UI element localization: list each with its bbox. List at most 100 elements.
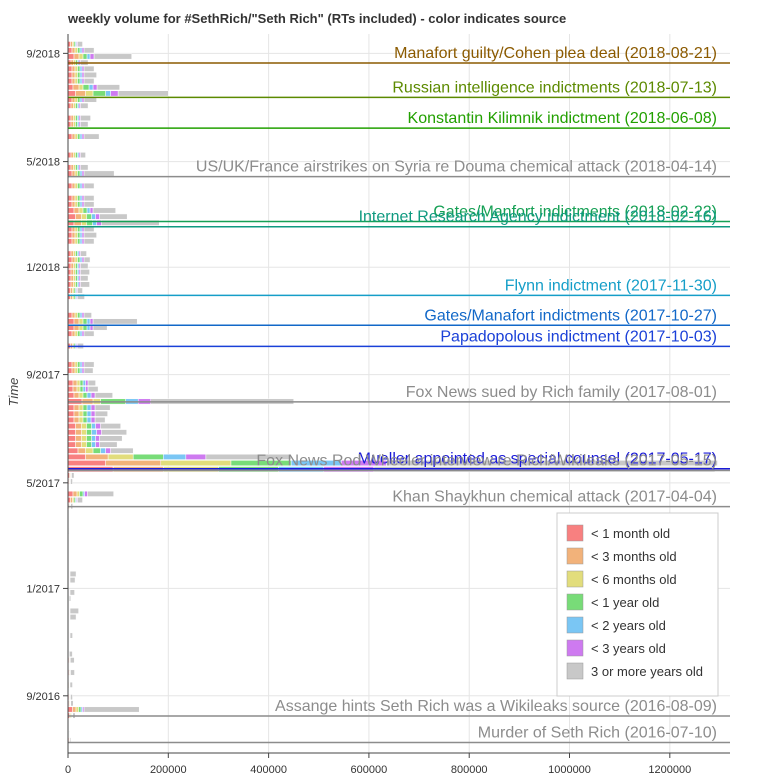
bar-segment bbox=[67, 133, 73, 140]
bar-segment bbox=[93, 53, 132, 60]
bar-segment bbox=[79, 232, 83, 239]
bar-segment bbox=[86, 429, 92, 436]
bar-segment bbox=[79, 201, 83, 208]
bar-segment bbox=[67, 312, 73, 319]
event-label: Papadopolous indictment (2017-10-03) bbox=[440, 328, 717, 345]
bar-segment bbox=[81, 47, 85, 54]
bar-segment bbox=[77, 195, 81, 202]
bar-segment bbox=[74, 361, 78, 368]
bar-segment bbox=[69, 681, 73, 688]
bar-segment bbox=[67, 195, 73, 202]
bar-segment bbox=[80, 121, 89, 128]
bar-segment bbox=[81, 441, 87, 448]
bar-segment bbox=[94, 404, 111, 411]
bar-segment bbox=[85, 386, 89, 393]
bar-segment bbox=[86, 423, 92, 430]
bar-segment bbox=[94, 410, 108, 417]
bar-segment bbox=[79, 361, 83, 368]
bar-segment bbox=[90, 392, 96, 399]
event-label: Internet Research Agency indictment (201… bbox=[359, 209, 717, 226]
bar-segment bbox=[77, 41, 83, 48]
x-axis-ticks: 0 200000 400000 600000 800000 1000000 1200000 bbox=[65, 753, 691, 776]
bar-segment bbox=[69, 589, 75, 596]
bar-segment bbox=[99, 213, 128, 220]
bar-segment bbox=[86, 410, 92, 417]
bar-segment bbox=[77, 312, 81, 319]
bar-segment bbox=[386, 460, 718, 466]
bar-segment bbox=[73, 53, 80, 60]
bar-segment bbox=[80, 115, 91, 122]
legend-label: < 3 months old bbox=[591, 549, 677, 564]
bar-segment bbox=[81, 65, 85, 72]
bar-segment bbox=[81, 429, 87, 436]
bar-segment bbox=[74, 312, 78, 319]
bar-segment bbox=[71, 330, 76, 337]
event-label: US/UK/France airstrikes on Syria re Doum… bbox=[196, 159, 717, 176]
bar-segment bbox=[67, 78, 73, 85]
bar-segment bbox=[81, 238, 85, 245]
bar-segment bbox=[74, 256, 78, 263]
bar-segment bbox=[73, 392, 80, 399]
bar-segment bbox=[75, 263, 78, 269]
bar-segment bbox=[67, 441, 76, 448]
bar-segment bbox=[73, 281, 76, 288]
bar-segment bbox=[78, 84, 84, 91]
bar-segment bbox=[73, 417, 80, 423]
bar-segment bbox=[90, 410, 96, 417]
bar-segment bbox=[67, 453, 86, 460]
legend-label: < 1 year old bbox=[591, 595, 659, 610]
bar-segment bbox=[99, 435, 123, 442]
bar-segment bbox=[91, 435, 96, 442]
bar-segment bbox=[82, 380, 86, 386]
bar-segment bbox=[67, 201, 73, 208]
bar-segment bbox=[77, 133, 81, 140]
bar-segment bbox=[71, 201, 76, 208]
grid bbox=[67, 34, 730, 753]
bar-segment bbox=[67, 232, 73, 239]
event-label: Manafort guilty/Cohen plea deal (2018-08… bbox=[394, 45, 717, 62]
bar-segment bbox=[67, 65, 73, 72]
bar-segment bbox=[81, 330, 85, 337]
bar-segment bbox=[80, 269, 90, 276]
bar-segment bbox=[82, 386, 86, 393]
bar-segment bbox=[81, 78, 85, 85]
bar-segment bbox=[77, 497, 83, 503]
bar-segment bbox=[101, 219, 160, 226]
bar-segment bbox=[83, 238, 95, 245]
legend-label: < 2 years old bbox=[591, 618, 666, 633]
bar-segment bbox=[83, 706, 140, 713]
bar-segment bbox=[71, 182, 76, 189]
bar-segment bbox=[70, 164, 74, 171]
bar-segment bbox=[74, 201, 78, 208]
bar-segment bbox=[81, 213, 87, 220]
bar-segment bbox=[75, 435, 82, 442]
bar-segment bbox=[77, 78, 81, 85]
bar-segment bbox=[95, 213, 100, 220]
y-tick-label: 1/2017 bbox=[26, 583, 60, 595]
bar-segment bbox=[77, 447, 86, 454]
bar-segment bbox=[75, 423, 82, 430]
x-tick-label: 200000 bbox=[150, 764, 187, 776]
bar-segment bbox=[84, 490, 88, 497]
bar-segment bbox=[82, 392, 88, 399]
bar-segment bbox=[81, 361, 85, 368]
bar-segment bbox=[83, 170, 115, 177]
bar-segment bbox=[80, 263, 89, 269]
y-axis-label: Time bbox=[6, 378, 21, 407]
bar-segment bbox=[78, 404, 84, 411]
x-tick-label: 0 bbox=[65, 764, 71, 776]
bar-segment bbox=[68, 731, 70, 738]
bar-segment bbox=[72, 386, 78, 393]
bar-segment bbox=[77, 232, 81, 239]
y-axis-ticks: 9/2016 1/2017 5/2017 9/2017 1/2018 5/2018 9/20… bbox=[26, 48, 68, 703]
bar-segment bbox=[79, 380, 84, 386]
bar-segment bbox=[67, 361, 73, 368]
bar-segment bbox=[67, 90, 76, 97]
bar-segment bbox=[95, 423, 101, 430]
bar-segment bbox=[81, 312, 85, 319]
bar-segment bbox=[89, 318, 94, 325]
bar-segment bbox=[82, 417, 88, 423]
bar-segment bbox=[83, 256, 91, 263]
bar-segment bbox=[71, 367, 76, 374]
bar-segment bbox=[67, 460, 106, 466]
